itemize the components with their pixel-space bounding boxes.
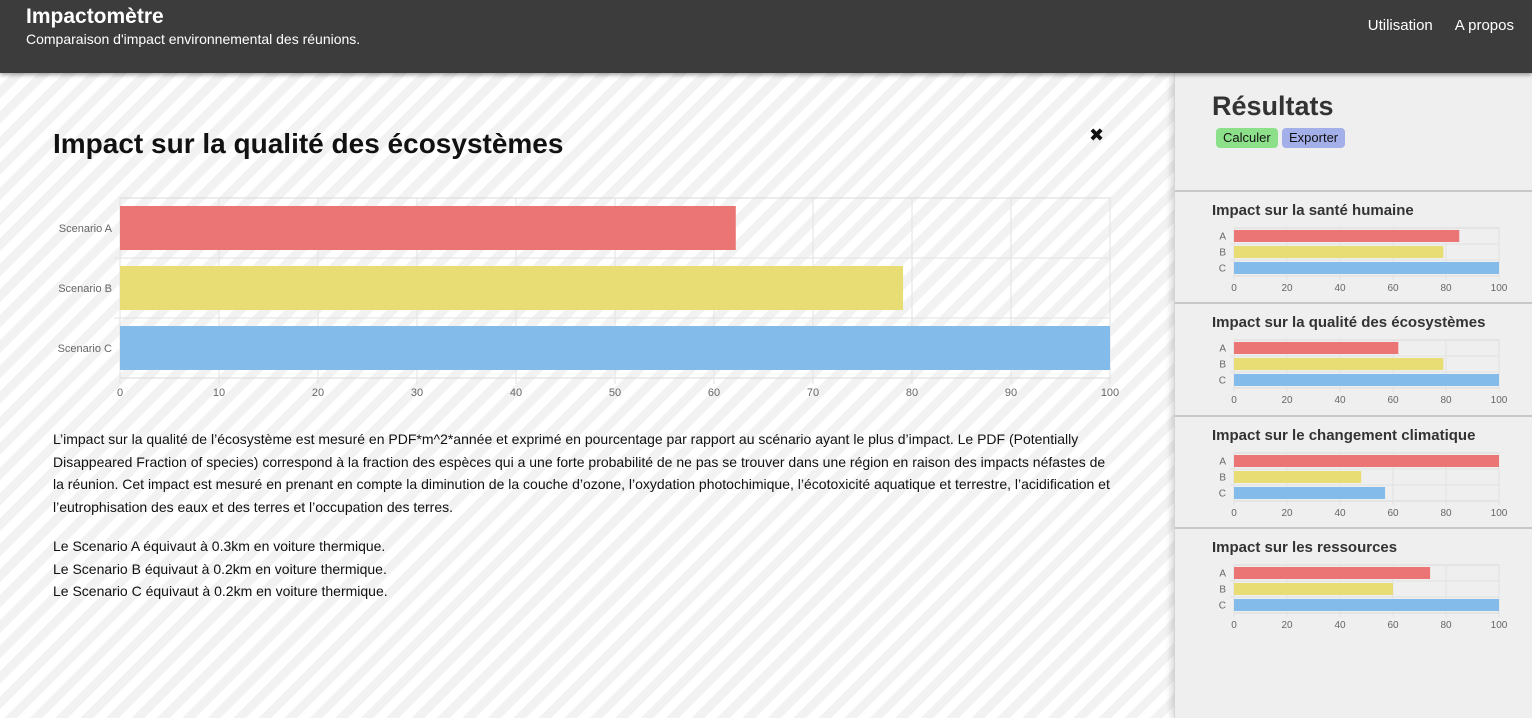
category-label: A [1219,569,1226,580]
bar-a [1234,230,1460,242]
bar-c [120,326,1110,370]
tick-label: 90 [1005,387,1017,399]
bar-a [120,206,736,250]
category-label: C [1219,489,1226,500]
bar-a [1234,455,1499,467]
tick-label: 40 [510,387,522,399]
tick-label: 40 [1334,508,1346,519]
bar-b [120,266,904,310]
bar-b [1234,471,1362,483]
tick-label: 100 [1491,395,1508,406]
category-label: Scenario A [59,223,113,235]
category-label: A [1219,457,1226,468]
tick-label: 80 [1440,508,1452,519]
tick-label: 100 [1101,387,1119,399]
equivalent-scenario-c: Le Scenario C équivaut à 0.2km en voitur… [53,583,388,599]
tick-label: 0 [1231,283,1237,294]
category-label: B [1219,585,1226,596]
calculate-button[interactable]: Calculer [1216,128,1278,148]
tick-label: 20 [1281,283,1293,294]
category-label: C [1219,264,1226,275]
card-title: Impact sur la santé humaine [1212,202,1414,219]
card-title: Impact sur la qualité des écosystèmes [1212,314,1486,331]
main-bar-chart: 0 10 20 30 40 50 60 70 80 90 100 Scenario A Scenario… [58,197,1119,399]
category-label: B [1219,360,1226,371]
nav-link-utilisation[interactable]: Utilisation [1367,17,1433,34]
tick-label: 20 [1281,620,1293,631]
tick-label: 40 [1334,620,1346,631]
bar-b [1234,358,1444,370]
mini-bar-chart: 0 20 40 60 80 100 ABC [1219,564,1508,631]
category-label: B [1219,473,1226,484]
tick-label: 80 [1440,283,1452,294]
export-button[interactable]: Exporter [1282,128,1346,148]
category-label: Scenario B [58,283,112,295]
tick-label: 0 [1231,508,1237,519]
tick-label: 100 [1491,283,1508,294]
equivalent-scenario-b: Le Scenario B équivaut à 0.2km en voitur… [53,560,387,577]
results-sidebar: Résultats Calculer Exporter Impact sur l… [1174,73,1532,718]
car-equivalents: Le Scenario A équivaut à 0.3km en voitur… [53,535,388,603]
category-label: B [1219,248,1226,259]
bar-c [1234,599,1499,611]
tick-label: 60 [1387,283,1399,294]
category-label: Scenario C [58,343,112,355]
mini-bar-chart: 0 20 40 60 80 100 ABC [1219,452,1508,519]
tick-label: 60 [1387,395,1399,406]
tick-label: 80 [1440,395,1452,406]
tick-label: 20 [312,387,324,399]
nav-link-a-propos[interactable]: A propos [1454,17,1514,34]
result-card-qualite-ecosystemes[interactable]: Impact sur la qualité des écosystèmes 0 2… [1175,302,1532,415]
tick-label: 100 [1491,620,1508,631]
result-card-ressources[interactable]: Impact sur les ressources 0 20 40 60 80 100 A B… [1175,527,1532,640]
bar-a [1234,342,1399,354]
top-nav: Utilisation A propos [1368,17,1514,34]
mini-bar-chart: 0 20 40 60 80 100 ABC [1219,227,1508,294]
tick-label: 50 [609,387,621,399]
category-label: C [1219,376,1226,387]
mini-bar-chart: 0 20 40 60 80 100 ABC [1219,339,1508,406]
impact-description: L’impact sur la qualité de l’écosystème … [53,431,1110,515]
bar-a [1234,567,1431,579]
card-title: Impact sur le changement climatique [1212,427,1476,444]
tick-label: 0 [117,387,123,399]
tick-label: 80 [906,387,918,399]
bar-b [1234,583,1393,595]
category-label: C [1219,601,1226,612]
result-card-sante-humaine[interactable]: Impact sur la santé humaine 0 20 40 60 80 100… [1175,190,1532,303]
tick-label: 20 [1281,508,1293,519]
results-title: Résultats [1212,91,1334,121]
bar-b [1234,246,1444,258]
category-label: A [1219,344,1226,355]
tick-label: 70 [807,387,819,399]
tick-label: 40 [1334,283,1346,294]
tick-label: 30 [411,387,423,399]
close-icon[interactable]: ✖ [1089,125,1105,145]
card-title: Impact sur les ressources [1212,539,1398,556]
tick-label: 60 [1387,508,1399,519]
app-title[interactable]: Impactomètre [26,5,164,28]
detail-panel: Impact sur la qualité des écosystèmes ✖ … [0,73,1174,718]
bar-c [1234,262,1499,274]
app-header: Impactomètre Comparaison d'impact enviro… [0,0,1532,73]
category-label: A [1219,232,1226,243]
tick-label: 80 [1440,620,1452,631]
tick-label: 40 [1334,395,1346,406]
tick-label: 100 [1491,508,1508,519]
bar-c [1234,374,1499,386]
tick-label: 0 [1231,395,1237,406]
equivalent-scenario-a: Le Scenario A équivaut à 0.3km en voitur… [53,538,386,554]
tick-label: 10 [213,387,225,399]
tick-label: 0 [1231,620,1237,631]
detail-title: Impact sur la qualité des écosystèmes [53,128,564,159]
tick-label: 60 [708,387,720,399]
result-card-changement-climatique[interactable]: Impact sur le changement climatique 0 20 4… [1175,415,1532,528]
tick-label: 20 [1281,395,1293,406]
app-subtitle: Comparaison d'impact environnemental des… [26,31,361,47]
tick-label: 60 [1387,620,1399,631]
bar-c [1234,487,1386,499]
